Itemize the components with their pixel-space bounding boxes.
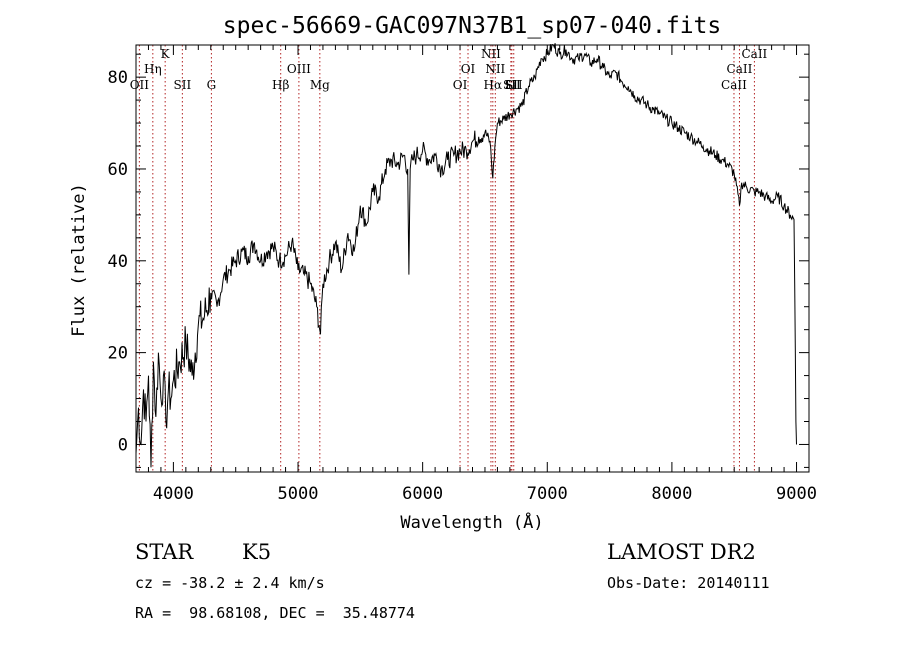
y-axis-label: Flux (relative)	[69, 183, 89, 337]
survey-name: LAMOST DR2	[607, 540, 756, 564]
y-tick-label-0: 0	[118, 435, 128, 455]
line-label-0: OII	[130, 78, 150, 92]
x-axis-ticks: 4000 5000 6000 7000 8000 9000	[135, 45, 817, 504]
spectral-line-markers	[138, 45, 755, 472]
line-label-14: Li	[505, 78, 517, 92]
line-label-18: CaII	[741, 47, 767, 61]
y-tick-label-4: 80	[108, 68, 128, 88]
x-axis-label: Wavelength (Å)	[400, 511, 543, 533]
x-tick-label-1: 5000	[278, 484, 319, 504]
line-label-2: K	[161, 47, 171, 61]
line-label-7: Mg	[310, 78, 330, 92]
x-tick-label-5: 9000	[776, 484, 817, 504]
y-tick-label-1: 20	[108, 344, 128, 364]
line-label-3: SII	[174, 78, 192, 92]
y-tick-label-2: 40	[108, 252, 128, 272]
x-tick-label-2: 6000	[402, 484, 443, 504]
coordinates: RA = 98.68108, DEC = 35.48774	[135, 604, 415, 622]
line-label-4: G	[207, 78, 217, 92]
line-label-12: NII	[485, 62, 505, 76]
line-label-1: Hη	[144, 62, 162, 76]
line-label-15: SII	[505, 78, 523, 92]
line-label-11: NII	[481, 47, 501, 61]
object-class: STAR	[135, 540, 194, 564]
x-tick-label-3: 7000	[527, 484, 568, 504]
line-label-5: Hβ	[272, 78, 289, 92]
object-subclass: K5	[242, 540, 272, 564]
line-label-6: OIII	[287, 62, 311, 76]
cz-value: cz = -38.2 ± 2.4 km/s	[135, 574, 325, 592]
line-label-17: CaII	[727, 62, 753, 76]
line-label-10: Hα	[484, 78, 503, 92]
chart-title: spec-56669-GAC097N37B1_sp07-040.fits	[223, 13, 722, 39]
line-label-13: SII	[503, 78, 521, 92]
y-axis-ticks: 0 20 40 60 80	[108, 53, 809, 468]
line-label-8: OI	[453, 78, 468, 92]
line-label-9: OI	[461, 62, 476, 76]
obs-date: Obs-Date: 20140111	[607, 574, 770, 592]
x-tick-label-4: 8000	[651, 484, 692, 504]
line-label-16: CaII	[721, 78, 747, 92]
y-tick-label-3: 60	[108, 160, 128, 180]
x-tick-label-0: 4000	[153, 484, 194, 504]
spectrum-series	[135, 43, 797, 468]
